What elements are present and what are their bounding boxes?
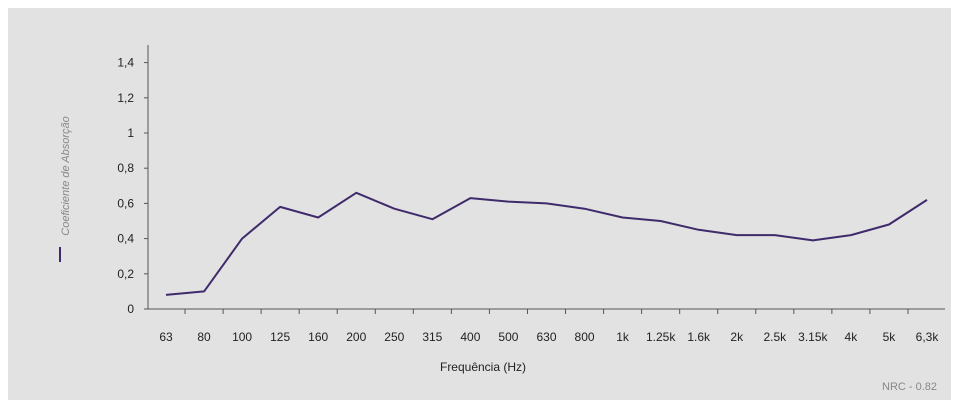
chart-axes (147, 45, 945, 310)
y-axis-label: Coeficiente de Absorção (60, 116, 72, 236)
x-tick-label: 160 (308, 330, 328, 344)
y-tick-label: 0 (127, 302, 134, 316)
x-tick-label: 1k (616, 330, 630, 344)
x-tick-label: 100 (232, 330, 252, 344)
series-layer (165, 191, 928, 296)
x-tick-label: 500 (498, 330, 518, 344)
x-tick-label: 4k (845, 330, 859, 344)
nrc-annotation: NRC - 0.82 (882, 381, 938, 393)
x-ticks: 63 80 100 125 160 200 250 315 400 500 630 800 1k 1.25… (159, 309, 939, 344)
y-tick-label: 1 (127, 126, 134, 140)
y-tick-label: 1,4 (117, 56, 134, 70)
y-tick-label: 1,2 (117, 91, 134, 105)
y-tick-label: 0,6 (117, 196, 134, 210)
y-ticks: 0 0,2 0,4 0,6 0,8 1 1,2 1,4 (117, 56, 148, 316)
x-tick-label: 80 (197, 330, 211, 344)
x-tick-label: 2k (730, 330, 744, 344)
x-tick-label: 2.5k (763, 330, 787, 344)
x-tick-label: 1.6k (687, 330, 711, 344)
x-tick-label: 6,3k (916, 330, 940, 344)
x-tick-label: 3.15k (798, 330, 828, 344)
series-line (165, 191, 928, 296)
y-tick-label: 0,8 (117, 161, 134, 175)
y-tick-label: 0,4 (117, 232, 134, 246)
x-tick-label: 630 (536, 330, 556, 344)
x-tick-label: 250 (384, 330, 404, 344)
chart-panel (8, 8, 951, 400)
x-tick-label: 125 (270, 330, 290, 344)
x-axis-label: Frequência (Hz) (439, 360, 527, 374)
x-tick-label: 315 (422, 330, 442, 344)
x-tick-label: 5k (883, 330, 897, 344)
legend-series-marker (59, 247, 61, 262)
x-tick-label: 1.25k (646, 330, 676, 344)
x-tick-label: 63 (159, 330, 173, 344)
y-tick-label: 0,2 (117, 267, 134, 281)
x-tick-label: 200 (346, 330, 366, 344)
x-tick-label: 800 (575, 330, 595, 344)
x-tick-label: 400 (460, 330, 480, 344)
